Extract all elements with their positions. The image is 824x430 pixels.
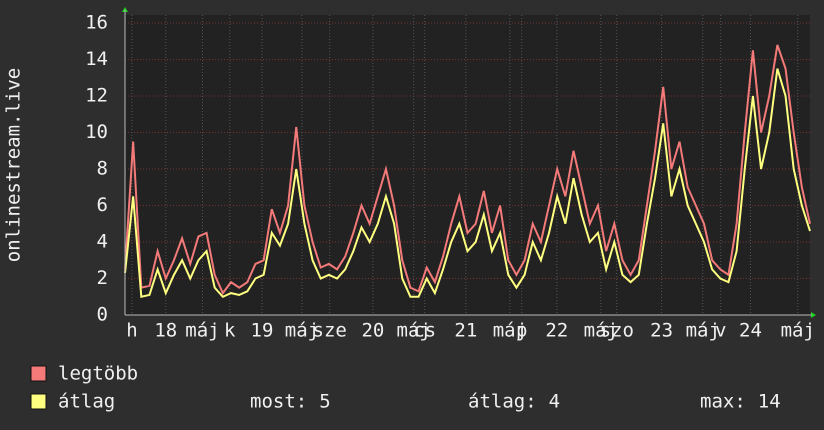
x-tick-label: cs xyxy=(413,320,436,342)
legend-label: legtöbb xyxy=(58,363,138,385)
y-tick-label: 2 xyxy=(97,267,108,289)
x-tick-label: 24 xyxy=(739,320,762,342)
x-tick-label: máj xyxy=(686,320,720,342)
stat-value: 4 xyxy=(549,391,560,413)
x-tick-label: máj xyxy=(781,320,815,342)
x-tick-label: h xyxy=(126,320,137,342)
x-tick-label: p xyxy=(516,320,527,342)
series-line xyxy=(124,44,811,296)
x-tick-label: máj xyxy=(397,320,431,342)
x-tick-label: 18 xyxy=(154,320,177,342)
x-tick-label: k xyxy=(224,320,236,342)
x-tick-label: sze xyxy=(313,320,347,342)
x-tick-label: v xyxy=(715,320,726,342)
x-tick-label: máj xyxy=(185,320,219,342)
stat-label: átlag: xyxy=(468,391,537,413)
axis-arrow xyxy=(811,312,816,318)
y-axis-label: onlinestream.live xyxy=(3,68,25,262)
plot-area xyxy=(125,15,810,315)
y-tick-label: 8 xyxy=(97,158,108,180)
axis-arrow xyxy=(122,7,128,12)
y-tick-label: 6 xyxy=(97,194,108,216)
x-tick-label: 23 xyxy=(650,320,673,342)
x-tick-label: 21 xyxy=(454,320,477,342)
y-tick-label: 10 xyxy=(85,121,108,143)
legend-label: átlag xyxy=(58,391,115,413)
y-tick-label: 0 xyxy=(97,304,108,326)
x-tick-label: 22 xyxy=(545,320,568,342)
y-tick-label: 12 xyxy=(85,85,108,107)
x-tick-label: máj xyxy=(285,320,319,342)
stat-value: 5 xyxy=(319,391,330,413)
y-tick-label: 4 xyxy=(97,231,108,253)
series-line xyxy=(124,68,811,298)
stat-label: max: xyxy=(700,391,746,413)
grid xyxy=(125,15,810,316)
x-tick-label: 20 xyxy=(361,320,384,342)
y-tick-label: 14 xyxy=(85,48,108,70)
x-tick-label: máj xyxy=(493,320,527,342)
x-tick-label: máj xyxy=(584,320,618,342)
x-tick-label: szo xyxy=(600,320,634,342)
y-tick-label: 16 xyxy=(85,12,108,34)
plot-lines xyxy=(124,44,811,298)
stat-label: most: xyxy=(250,391,307,413)
stat-value: 14 xyxy=(758,391,781,413)
legend-swatch xyxy=(30,393,47,410)
legend-swatch xyxy=(30,365,47,382)
x-tick-label: 19 xyxy=(251,320,274,342)
